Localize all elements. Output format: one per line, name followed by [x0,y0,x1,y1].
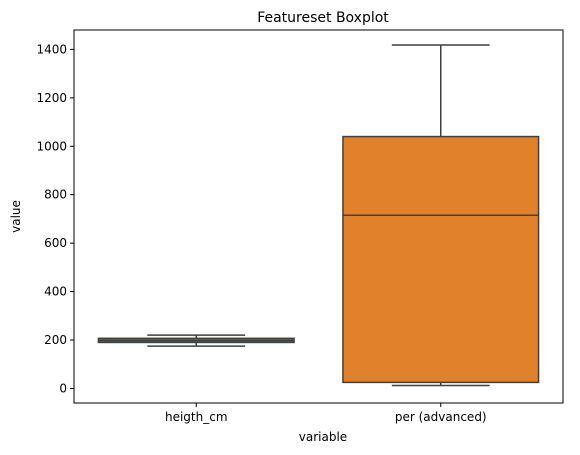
box-group [342,44,540,387]
x-axis-title: variable [299,430,347,444]
y-axis: 0 200 400 600 800 1000 1200 1400 [36,42,74,395]
y-tick-label: 1000 [36,139,67,153]
box [342,135,540,384]
y-tick-label: 1400 [36,42,67,56]
y-tick-label: 800 [44,188,67,202]
boxes [97,44,540,387]
y-tick-label: 600 [44,236,67,250]
plot-frame [73,29,564,404]
x-axis: heigth_cm per (advanced) [165,403,487,424]
x-tick-label: heigth_cm [165,410,228,424]
y-tick-label: 0 [59,381,67,395]
box-group [97,334,295,347]
chart-title: Featureset Boxplot [257,10,389,26]
y-tick-label: 1200 [36,91,67,105]
y-tick-label: 200 [44,333,67,347]
y-tick-label: 400 [44,285,67,299]
x-tick-label: per (advanced) [395,410,487,424]
y-axis-title: value [9,200,23,233]
